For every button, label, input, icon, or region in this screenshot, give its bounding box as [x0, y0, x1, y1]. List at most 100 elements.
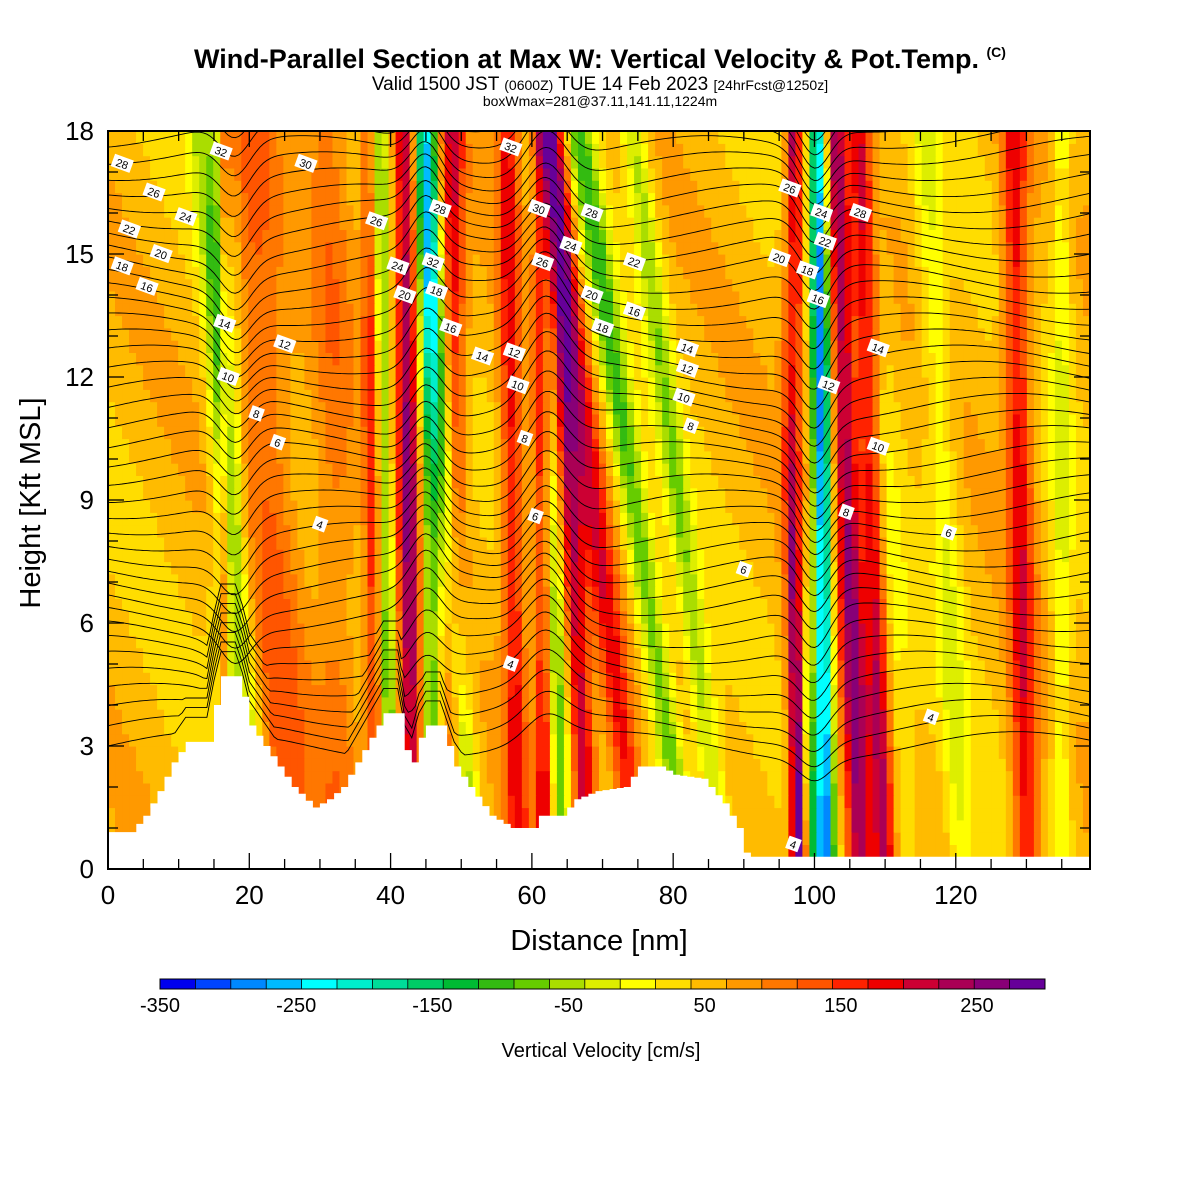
velocity-cell — [767, 512, 775, 526]
velocity-cell — [956, 500, 965, 513]
velocity-cell — [823, 524, 832, 538]
velocity-cell — [339, 684, 348, 698]
velocity-cell — [542, 795, 551, 809]
velocity-cell — [837, 832, 846, 845]
velocity-cell — [928, 500, 937, 513]
velocity-cell — [136, 635, 144, 649]
velocity-cell — [872, 733, 881, 747]
velocity-cell — [276, 746, 284, 759]
velocity-cell — [1040, 536, 1049, 550]
velocity-cell — [465, 475, 474, 489]
velocity-cell — [157, 487, 165, 501]
velocity-cell — [963, 684, 972, 698]
velocity-cell — [1019, 795, 1028, 809]
velocity-cell — [732, 709, 740, 722]
velocity-cell — [718, 487, 726, 501]
velocity-cell — [199, 635, 207, 649]
velocity-cell — [451, 438, 460, 452]
velocity-cell — [984, 598, 993, 612]
velocity-cell — [648, 524, 656, 538]
velocity-cell — [851, 647, 860, 661]
velocity-cell — [732, 782, 740, 796]
velocity-cell — [1033, 623, 1042, 636]
velocity-cell — [641, 635, 649, 649]
velocity-cell — [963, 709, 972, 722]
velocity-cell — [956, 758, 965, 772]
velocity-cell — [977, 524, 986, 538]
velocity-cell — [199, 573, 207, 587]
velocity-cell — [767, 598, 775, 612]
velocity-cell — [914, 623, 923, 636]
velocity-cell — [353, 672, 362, 686]
velocity-cell — [164, 672, 172, 686]
velocity-cell — [858, 647, 867, 661]
velocity-cell — [774, 696, 782, 710]
velocity-cell — [108, 573, 116, 587]
velocity-cell — [122, 770, 130, 784]
velocity-cell — [535, 672, 544, 686]
velocity-cell — [276, 512, 284, 526]
velocity-cell — [753, 598, 761, 612]
velocity-cell — [584, 561, 593, 575]
velocity-cell — [879, 770, 888, 784]
velocity-cell — [556, 770, 565, 784]
velocity-cell — [767, 770, 775, 784]
velocity-cell — [599, 647, 607, 661]
velocity-cell — [830, 807, 839, 821]
velocity-cell — [325, 524, 334, 538]
velocity-cell — [185, 684, 193, 698]
velocity-cell — [381, 463, 390, 476]
velocity-cell — [725, 561, 733, 575]
velocity-cell — [192, 536, 200, 550]
velocity-cell — [865, 721, 874, 735]
velocity-cell — [998, 832, 1007, 845]
velocity-cell — [991, 635, 1000, 649]
velocity-cell — [767, 659, 775, 673]
chart-title: Wind-Parallel Section at Max W: Vertical… — [0, 44, 1200, 75]
velocity-cell — [542, 598, 551, 612]
velocity-cell — [914, 463, 923, 476]
velocity-cell — [865, 586, 874, 599]
velocity-cell — [641, 536, 649, 550]
velocity-cell — [1005, 573, 1014, 587]
velocity-cell — [178, 672, 186, 686]
velocity-cell — [479, 487, 488, 501]
velocity-cell — [767, 733, 775, 747]
velocity-cell — [549, 524, 558, 538]
velocity-cell — [360, 586, 369, 599]
velocity-cell — [353, 536, 362, 550]
velocity-cell — [451, 672, 460, 686]
velocity-cell — [535, 475, 544, 489]
velocity-cell — [458, 586, 467, 599]
velocity-cell — [479, 782, 488, 796]
velocity-cell — [493, 426, 502, 440]
velocity-cell — [788, 623, 796, 636]
velocity-cell — [963, 746, 972, 759]
velocity-cell — [816, 549, 825, 563]
velocity-cell — [991, 782, 1000, 796]
velocity-cell — [795, 487, 804, 501]
velocity-cell — [942, 746, 951, 759]
velocity-cell — [767, 758, 775, 772]
velocity-cell — [676, 647, 684, 661]
velocity-cell — [900, 512, 909, 526]
velocity-cell — [725, 487, 733, 501]
velocity-cell — [486, 635, 495, 649]
velocity-cell — [311, 684, 320, 698]
velocity-cell — [697, 475, 705, 489]
velocity-cell — [283, 659, 291, 673]
velocity-cell — [886, 746, 895, 759]
velocity-cell — [809, 844, 818, 858]
velocity-cell — [641, 500, 649, 513]
velocity-cell — [493, 549, 502, 563]
velocity-cell — [781, 807, 789, 821]
velocity-cell — [879, 623, 888, 636]
velocity-cell — [157, 586, 165, 599]
velocity-cell — [1005, 746, 1014, 759]
velocity-cell — [977, 696, 986, 710]
velocity-cell — [606, 573, 614, 587]
velocity-cell — [150, 623, 158, 636]
velocity-cell — [311, 696, 320, 710]
velocity-cell — [606, 536, 614, 550]
velocity-cell — [795, 438, 804, 452]
